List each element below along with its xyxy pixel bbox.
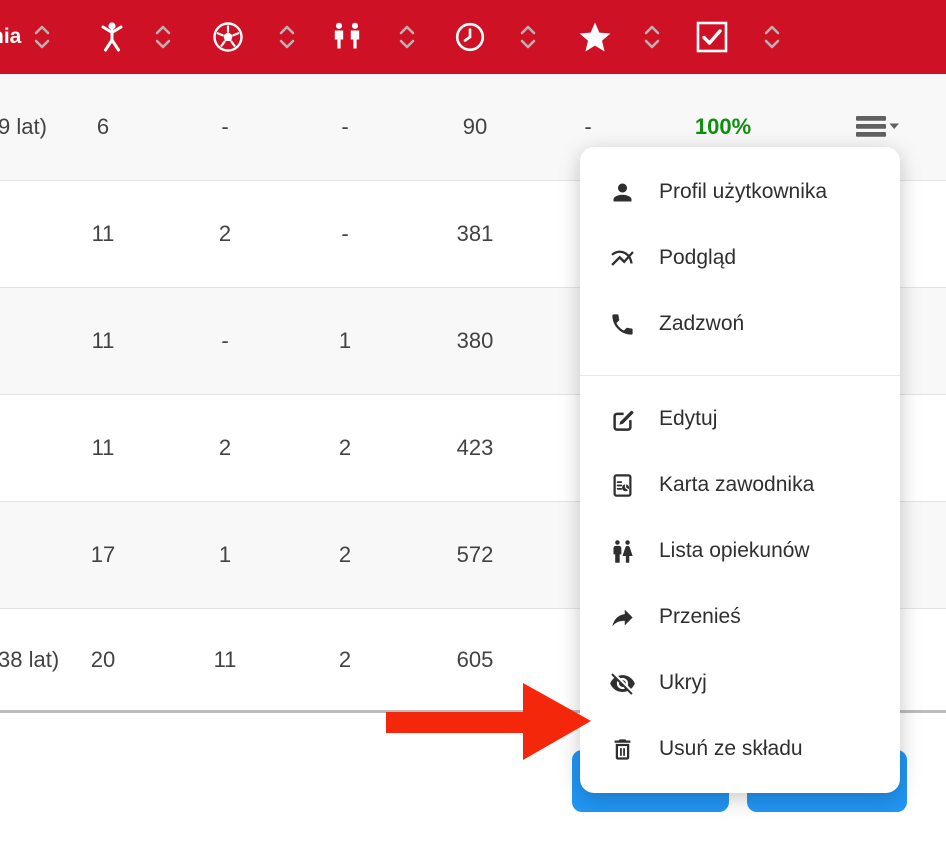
sort-chevrons-icon[interactable] <box>518 23 538 51</box>
rating-column-icon <box>578 20 612 54</box>
hide-icon <box>607 668 637 698</box>
minutes-value: 572 <box>456 542 494 567</box>
minutes-column-icon <box>453 20 487 54</box>
minutes-value: 605 <box>456 646 494 672</box>
pairs-column-icon <box>327 21 367 53</box>
menu-item-label: Zadzwoń <box>659 312 745 335</box>
attendance-column-checkbox[interactable] <box>694 19 730 55</box>
menu-item-player-card[interactable]: Karta zawodnika <box>580 452 900 518</box>
edit-icon <box>607 404 637 434</box>
menu-item-preview[interactable]: Podgląd <box>580 225 900 291</box>
pairs-value: 2 <box>338 435 352 460</box>
trainings-value: 11 <box>91 435 115 460</box>
minutes-value: 380 <box>456 328 494 353</box>
sort-chevrons-icon[interactable] <box>397 23 417 51</box>
rating-value: - <box>584 114 592 139</box>
trainings-column-icon <box>95 20 129 54</box>
menu-item-label: Przenieś <box>659 605 741 628</box>
pairs-value: 2 <box>338 542 352 567</box>
sort-chevrons-icon[interactable] <box>277 23 297 51</box>
sort-chevrons-icon[interactable] <box>153 23 173 51</box>
matches-value: - <box>221 114 229 139</box>
menu-item-label: Lista opiekunów <box>659 539 810 562</box>
trainings-value: 17 <box>90 542 116 567</box>
menu-item-label: Profil użytkownika <box>659 180 828 203</box>
player-card-icon <box>607 470 637 500</box>
trainings-value: 20 <box>90 646 116 672</box>
trainings-value: 11 <box>91 221 115 246</box>
menu-item-call[interactable]: Zadzwoń <box>580 291 900 357</box>
menu-item-label: Usuń ze składu <box>659 737 803 760</box>
minutes-value: 423 <box>456 435 494 460</box>
menu-item-hide[interactable]: Ukryj <box>580 650 900 716</box>
player-name-fragment: 38 lat) <box>0 646 60 672</box>
soccer-ball-icon <box>213 22 243 52</box>
matches-column-icon <box>210 19 246 55</box>
annotation-arrow <box>386 683 591 760</box>
move-icon <box>607 602 637 632</box>
menu-item-move[interactable]: Przenieś <box>580 584 900 650</box>
sort-chevrons-icon[interactable] <box>642 23 662 51</box>
star-icon <box>579 22 611 52</box>
menu-item-label: Edytuj <box>659 407 718 430</box>
menu-divider <box>580 375 900 376</box>
accessibility-icon <box>101 22 123 52</box>
two-people-icon <box>334 22 360 49</box>
line-chart-icon <box>607 243 637 273</box>
pairs-value: 1 <box>338 328 352 353</box>
sort-chevrons-icon[interactable] <box>762 23 782 51</box>
attendance-value: 100% <box>694 114 752 139</box>
trainings-value: 6 <box>96 114 110 139</box>
menu-item-guardians-list[interactable]: Lista opiekunów <box>580 518 900 584</box>
row-actions-menu-button[interactable] <box>856 114 902 140</box>
guardians-icon <box>607 536 637 566</box>
trash-icon <box>607 734 637 764</box>
pairs-value: 2 <box>338 646 352 672</box>
menu-item-user-profile[interactable]: Profil użytkownika <box>580 159 900 225</box>
hamburger-menu-icon <box>856 116 899 137</box>
matches-value: 1 <box>218 542 232 567</box>
sort-chevrons-icon[interactable] <box>32 23 52 51</box>
menu-item-label: Ukryj <box>659 671 707 694</box>
matches-value: - <box>221 328 229 353</box>
table-header: nia <box>0 0 946 74</box>
row-actions-dropdown-menu: Profil użytkownika Podgląd Zadzwoń Edytu… <box>580 147 900 793</box>
menu-item-label: Karta zawodnika <box>659 473 815 496</box>
matches-value: 11 <box>213 646 237 672</box>
matches-value: 2 <box>218 435 232 460</box>
matches-value: 2 <box>218 221 232 246</box>
table-bottom-border <box>0 710 946 713</box>
trainings-value: 11 <box>91 328 115 353</box>
menu-item-edit[interactable]: Edytuj <box>580 386 900 452</box>
minutes-value: 381 <box>456 221 494 246</box>
clock-icon <box>455 22 485 52</box>
checkbox-checked-icon <box>696 21 728 53</box>
phone-icon <box>607 309 637 339</box>
column-label-truncated: nia <box>0 25 22 48</box>
person-icon <box>607 177 637 207</box>
pairs-value: - <box>341 221 349 246</box>
pairs-value: - <box>341 114 349 139</box>
minutes-value: 90 <box>462 114 488 139</box>
player-name-fragment: 9 lat) <box>0 114 47 139</box>
menu-item-label: Podgląd <box>659 246 737 269</box>
menu-item-remove-from-squad[interactable]: Usuń ze składu <box>580 716 900 782</box>
